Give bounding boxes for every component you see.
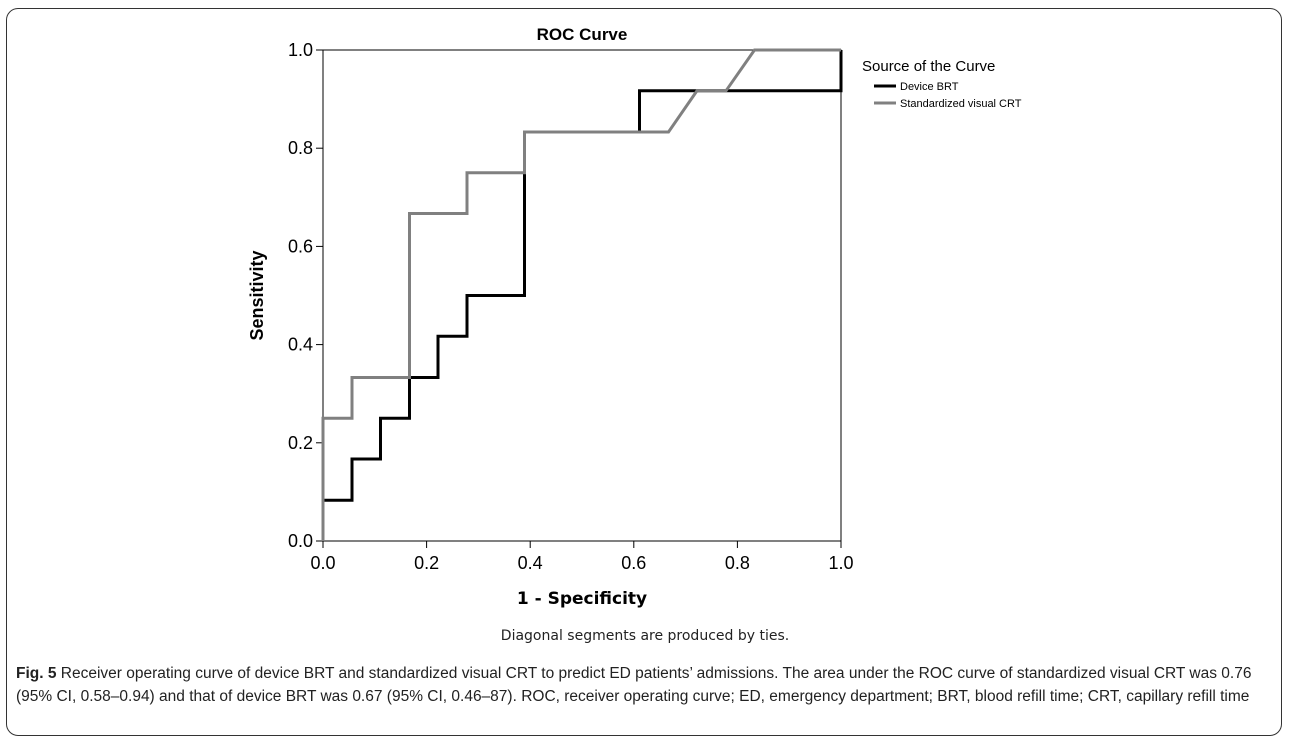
y-tick-label: 0.6 [288, 236, 313, 256]
figure-caption: Fig. 5 Receiver operating curve of devic… [16, 662, 1271, 708]
figure-frame [6, 8, 1282, 736]
x-tick-label: 0.0 [310, 553, 335, 573]
x-tick-label: 0.4 [518, 553, 543, 573]
caption-label: Fig. 5 [16, 665, 57, 682]
roc-chart: ROC Curve 0.0 0.2 0.4 0.6 0.8 1.0 0.0 0.2 0.4 0.6 0… [247, 25, 1022, 609]
x-tick-label: 0.8 [725, 553, 750, 573]
y-tick-label: 1.0 [288, 40, 313, 60]
x-tick-label: 1.0 [828, 553, 853, 573]
legend-label-1: Standardized visual CRT [900, 98, 1022, 110]
series-line-0 [321, 50, 843, 541]
y-axis-label: Sensitivity [247, 250, 267, 340]
y-tick-label: 0.2 [288, 433, 313, 453]
y-tick-label: 0.8 [288, 138, 313, 158]
x-axis-label: 1 - Specificity [517, 589, 647, 609]
y-tick-label: 0.0 [288, 531, 313, 551]
chart-title: ROC Curve [537, 25, 628, 44]
legend-label-0: Device BRT [900, 81, 959, 93]
y-tick-label: 0.4 [288, 335, 313, 355]
x-tick-label: 0.6 [621, 553, 646, 573]
plot-area [322, 49, 842, 542]
chart-footnote: Diagonal segments are produced by ties. [500, 628, 790, 644]
legend-title: Source of the Curve [862, 58, 995, 75]
series-line-1 [321, 48, 841, 541]
caption-text: Receiver operating curve of device BRT a… [16, 665, 1252, 705]
x-tick-label: 0.2 [414, 553, 439, 573]
